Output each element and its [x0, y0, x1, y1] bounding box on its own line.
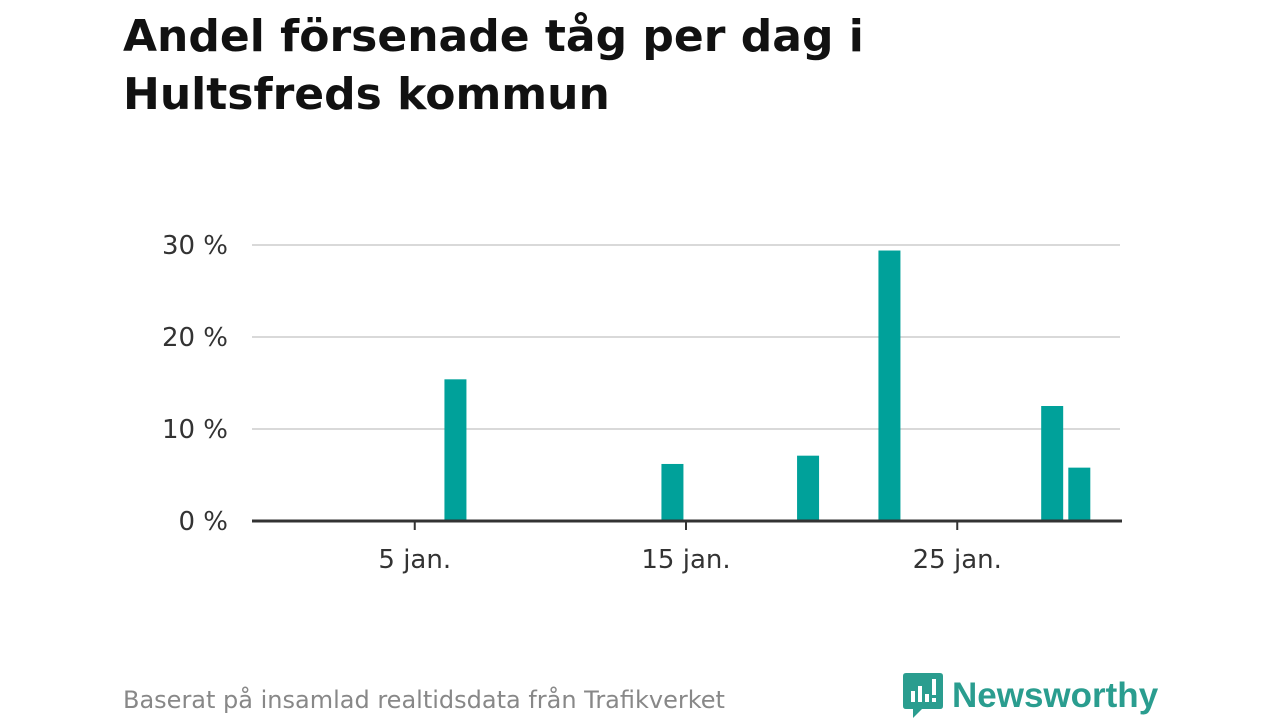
x-axis-ticks: 5 jan. 15 jan. 25 jan. [378, 521, 1002, 575]
gridlines [252, 244, 1120, 430]
x-tick-label: 25 jan. [913, 545, 1002, 575]
y-tick-label: 20 % [162, 323, 228, 353]
bar [661, 463, 684, 521]
y-axis-ticks: 0 % 10 % 20 % 30 % [162, 231, 228, 537]
bar [878, 250, 901, 521]
x-tick-label: 5 jan. [378, 545, 451, 575]
y-tick-label: 0 % [178, 507, 228, 537]
bar [797, 455, 820, 521]
source-note: Baserat på insamlad realtidsdata från Tr… [123, 686, 725, 714]
newsworthy-logo-icon [903, 673, 943, 718]
bar [444, 379, 467, 521]
logo-wordmark: Newsworthy [952, 676, 1159, 715]
chart-title: Andel försenade tåg per dag i Hultsfreds… [123, 11, 864, 120]
x-tick-label: 15 jan. [641, 545, 730, 575]
bars [444, 250, 1091, 521]
bar [1041, 406, 1064, 521]
y-tick-label: 30 % [162, 231, 228, 261]
y-tick-label: 10 % [162, 415, 228, 445]
bar [1068, 467, 1091, 521]
newsworthy-logo: Newsworthy [902, 672, 1158, 720]
